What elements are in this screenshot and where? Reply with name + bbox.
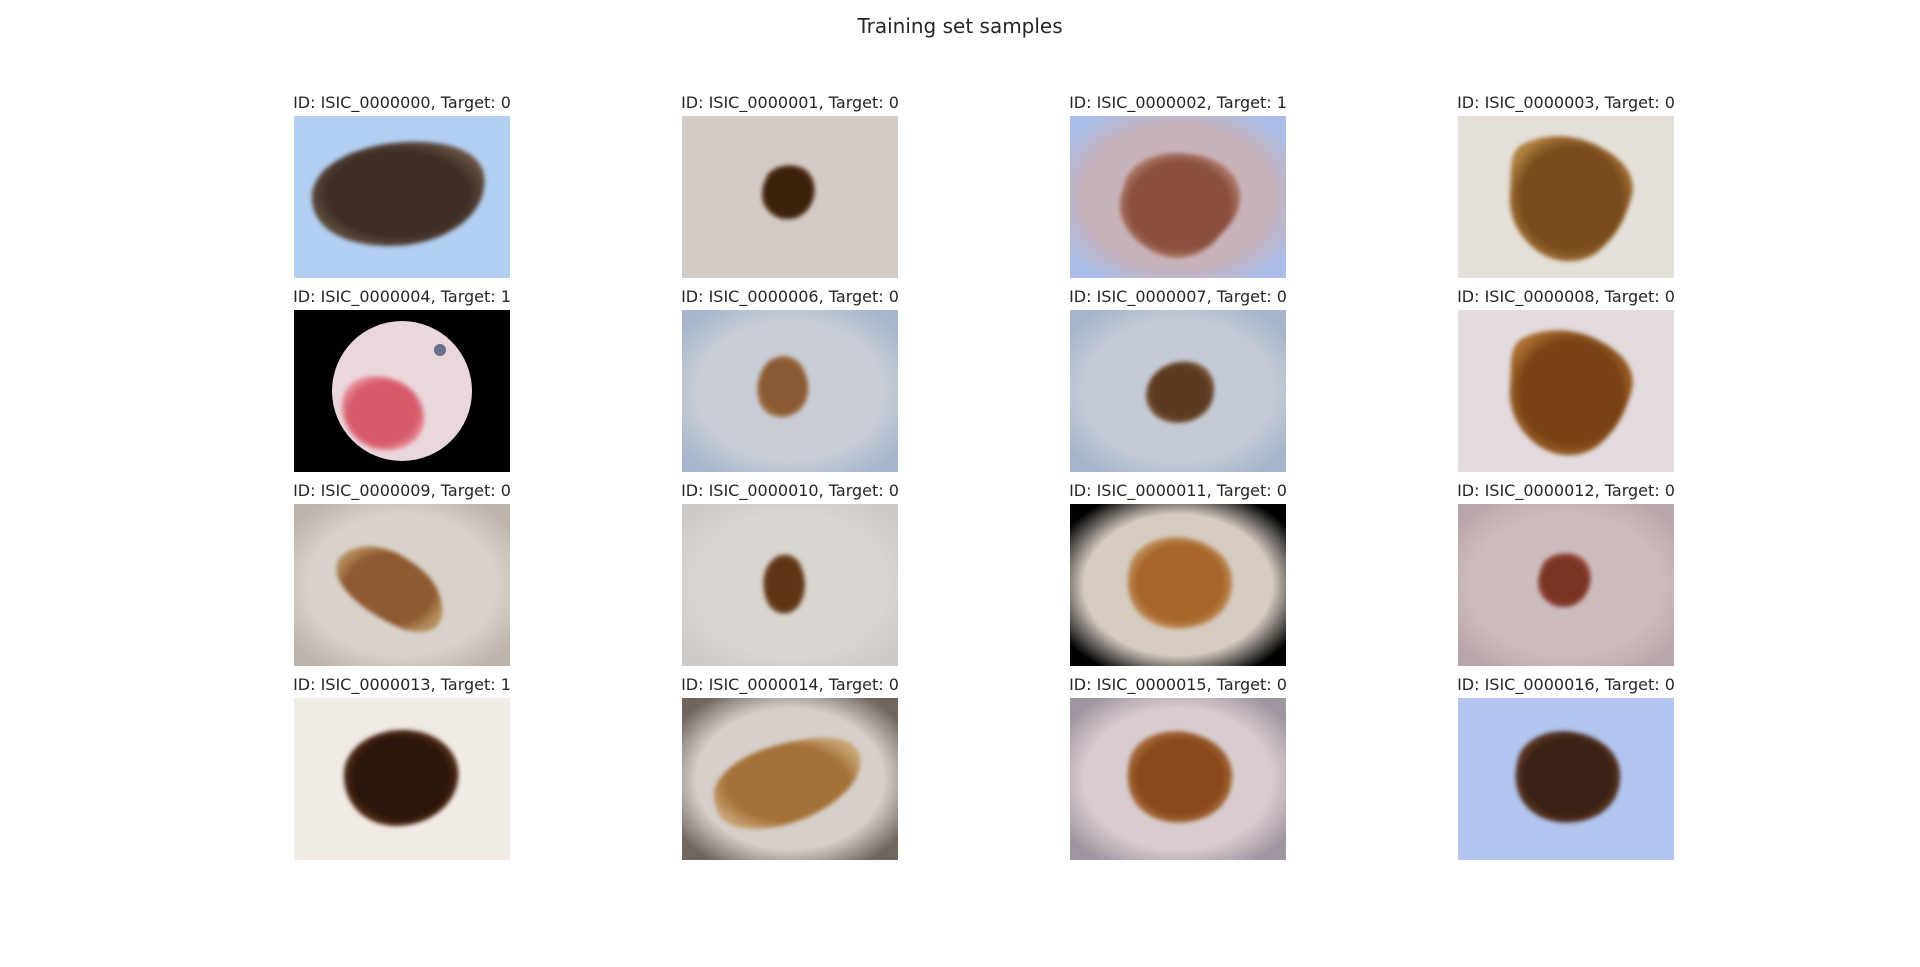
lesion bbox=[757, 355, 809, 418]
sample-panel: ID: ISIC_0000002, Target: 1 bbox=[1069, 92, 1287, 278]
sample-panel: ID: ISIC_0000004, Target: 1 bbox=[293, 286, 511, 472]
lesion bbox=[343, 729, 459, 826]
sample-illustration bbox=[294, 310, 510, 472]
sample-image bbox=[294, 310, 510, 472]
sample-title: ID: ISIC_0000003, Target: 0 bbox=[1457, 93, 1675, 112]
sample-title: ID: ISIC_0000008, Target: 0 bbox=[1457, 287, 1675, 306]
sample-illustration bbox=[682, 504, 898, 666]
lesion bbox=[1515, 731, 1621, 823]
sample-title: ID: ISIC_0000002, Target: 1 bbox=[1069, 93, 1287, 112]
sample-title: ID: ISIC_0000013, Target: 1 bbox=[293, 675, 511, 694]
sample-title: ID: ISIC_0000004, Target: 1 bbox=[293, 287, 511, 306]
sample-title: ID: ISIC_0000006, Target: 0 bbox=[681, 287, 899, 306]
sample-illustration bbox=[682, 310, 898, 472]
sample-panel: ID: ISIC_0000003, Target: 0 bbox=[1457, 92, 1675, 278]
sample-panel: ID: ISIC_0000015, Target: 0 bbox=[1069, 674, 1287, 860]
sample-illustration bbox=[1458, 310, 1674, 472]
sample-panel: ID: ISIC_0000016, Target: 0 bbox=[1457, 674, 1675, 860]
lesion bbox=[1509, 136, 1633, 262]
sample-panel: ID: ISIC_0000013, Target: 1 bbox=[293, 674, 511, 860]
sample-title: ID: ISIC_0000014, Target: 0 bbox=[681, 675, 899, 694]
lesion bbox=[762, 165, 815, 220]
sample-image bbox=[1070, 310, 1286, 472]
lesion bbox=[341, 376, 425, 451]
sample-illustration bbox=[1070, 116, 1286, 278]
sample-image bbox=[1458, 504, 1674, 666]
sample-image bbox=[1458, 310, 1674, 472]
sample-illustration bbox=[1070, 698, 1286, 860]
sample-illustration bbox=[1070, 310, 1286, 472]
sample-panel: ID: ISIC_0000007, Target: 0 bbox=[1069, 286, 1287, 472]
sample-title: ID: ISIC_0000009, Target: 0 bbox=[293, 481, 511, 500]
lesion bbox=[1509, 330, 1633, 456]
lesion bbox=[1127, 731, 1233, 823]
sample-panel: ID: ISIC_0000014, Target: 0 bbox=[681, 674, 899, 860]
lesion-spot bbox=[434, 344, 446, 356]
sample-image bbox=[1458, 116, 1674, 278]
sample-image bbox=[1070, 504, 1286, 666]
sample-image bbox=[1070, 698, 1286, 860]
sample-title: ID: ISIC_0000011, Target: 0 bbox=[1069, 481, 1287, 500]
sample-panel: ID: ISIC_0000009, Target: 0 bbox=[293, 480, 511, 666]
sample-illustration bbox=[294, 504, 510, 666]
sample-illustration bbox=[294, 698, 510, 860]
lesion bbox=[713, 737, 861, 829]
sample-panel: ID: ISIC_0000012, Target: 0 bbox=[1457, 480, 1675, 666]
sample-panel: ID: ISIC_0000000, Target: 0 bbox=[293, 92, 511, 278]
sample-illustration bbox=[682, 116, 898, 278]
sample-title: ID: ISIC_0000000, Target: 0 bbox=[293, 93, 511, 112]
sample-image bbox=[682, 504, 898, 666]
lesion bbox=[763, 554, 806, 614]
sample-title: ID: ISIC_0000016, Target: 0 bbox=[1457, 675, 1675, 694]
sample-panel: ID: ISIC_0000011, Target: 0 bbox=[1069, 480, 1287, 666]
lesion bbox=[1119, 153, 1240, 258]
sample-image bbox=[294, 116, 510, 278]
sample-illustration bbox=[1458, 698, 1674, 860]
lesion bbox=[1538, 553, 1591, 608]
sample-title: ID: ISIC_0000007, Target: 0 bbox=[1069, 287, 1287, 306]
sample-grid: ID: ISIC_0000000, Target: 0 ID: ISIC_000… bbox=[293, 92, 1675, 862]
sample-image bbox=[1458, 698, 1674, 860]
sample-panel: ID: ISIC_0000008, Target: 0 bbox=[1457, 286, 1675, 472]
lesion bbox=[1146, 361, 1215, 424]
sample-illustration bbox=[1458, 116, 1674, 278]
sample-title: ID: ISIC_0000001, Target: 0 bbox=[681, 93, 899, 112]
sample-image bbox=[682, 310, 898, 472]
sample-title: ID: ISIC_0000012, Target: 0 bbox=[1457, 481, 1675, 500]
sample-image bbox=[682, 116, 898, 278]
sample-image bbox=[294, 698, 510, 860]
lesion bbox=[1127, 537, 1233, 629]
sample-image bbox=[1070, 116, 1286, 278]
sample-panel: ID: ISIC_0000006, Target: 0 bbox=[681, 286, 899, 472]
sample-illustration bbox=[1458, 504, 1674, 666]
sample-title: ID: ISIC_0000015, Target: 0 bbox=[1069, 675, 1287, 694]
figure-title: Training set samples bbox=[857, 14, 1063, 38]
sample-panel: ID: ISIC_0000001, Target: 0 bbox=[681, 92, 899, 278]
sample-panel: ID: ISIC_0000010, Target: 0 bbox=[681, 480, 899, 666]
sample-illustration bbox=[682, 698, 898, 860]
sample-illustration bbox=[1070, 504, 1286, 666]
lesion bbox=[336, 546, 443, 632]
sample-title: ID: ISIC_0000010, Target: 0 bbox=[681, 481, 899, 500]
sample-image bbox=[294, 504, 510, 666]
sample-illustration bbox=[294, 116, 510, 278]
lesion bbox=[311, 141, 485, 246]
sample-image bbox=[682, 698, 898, 860]
